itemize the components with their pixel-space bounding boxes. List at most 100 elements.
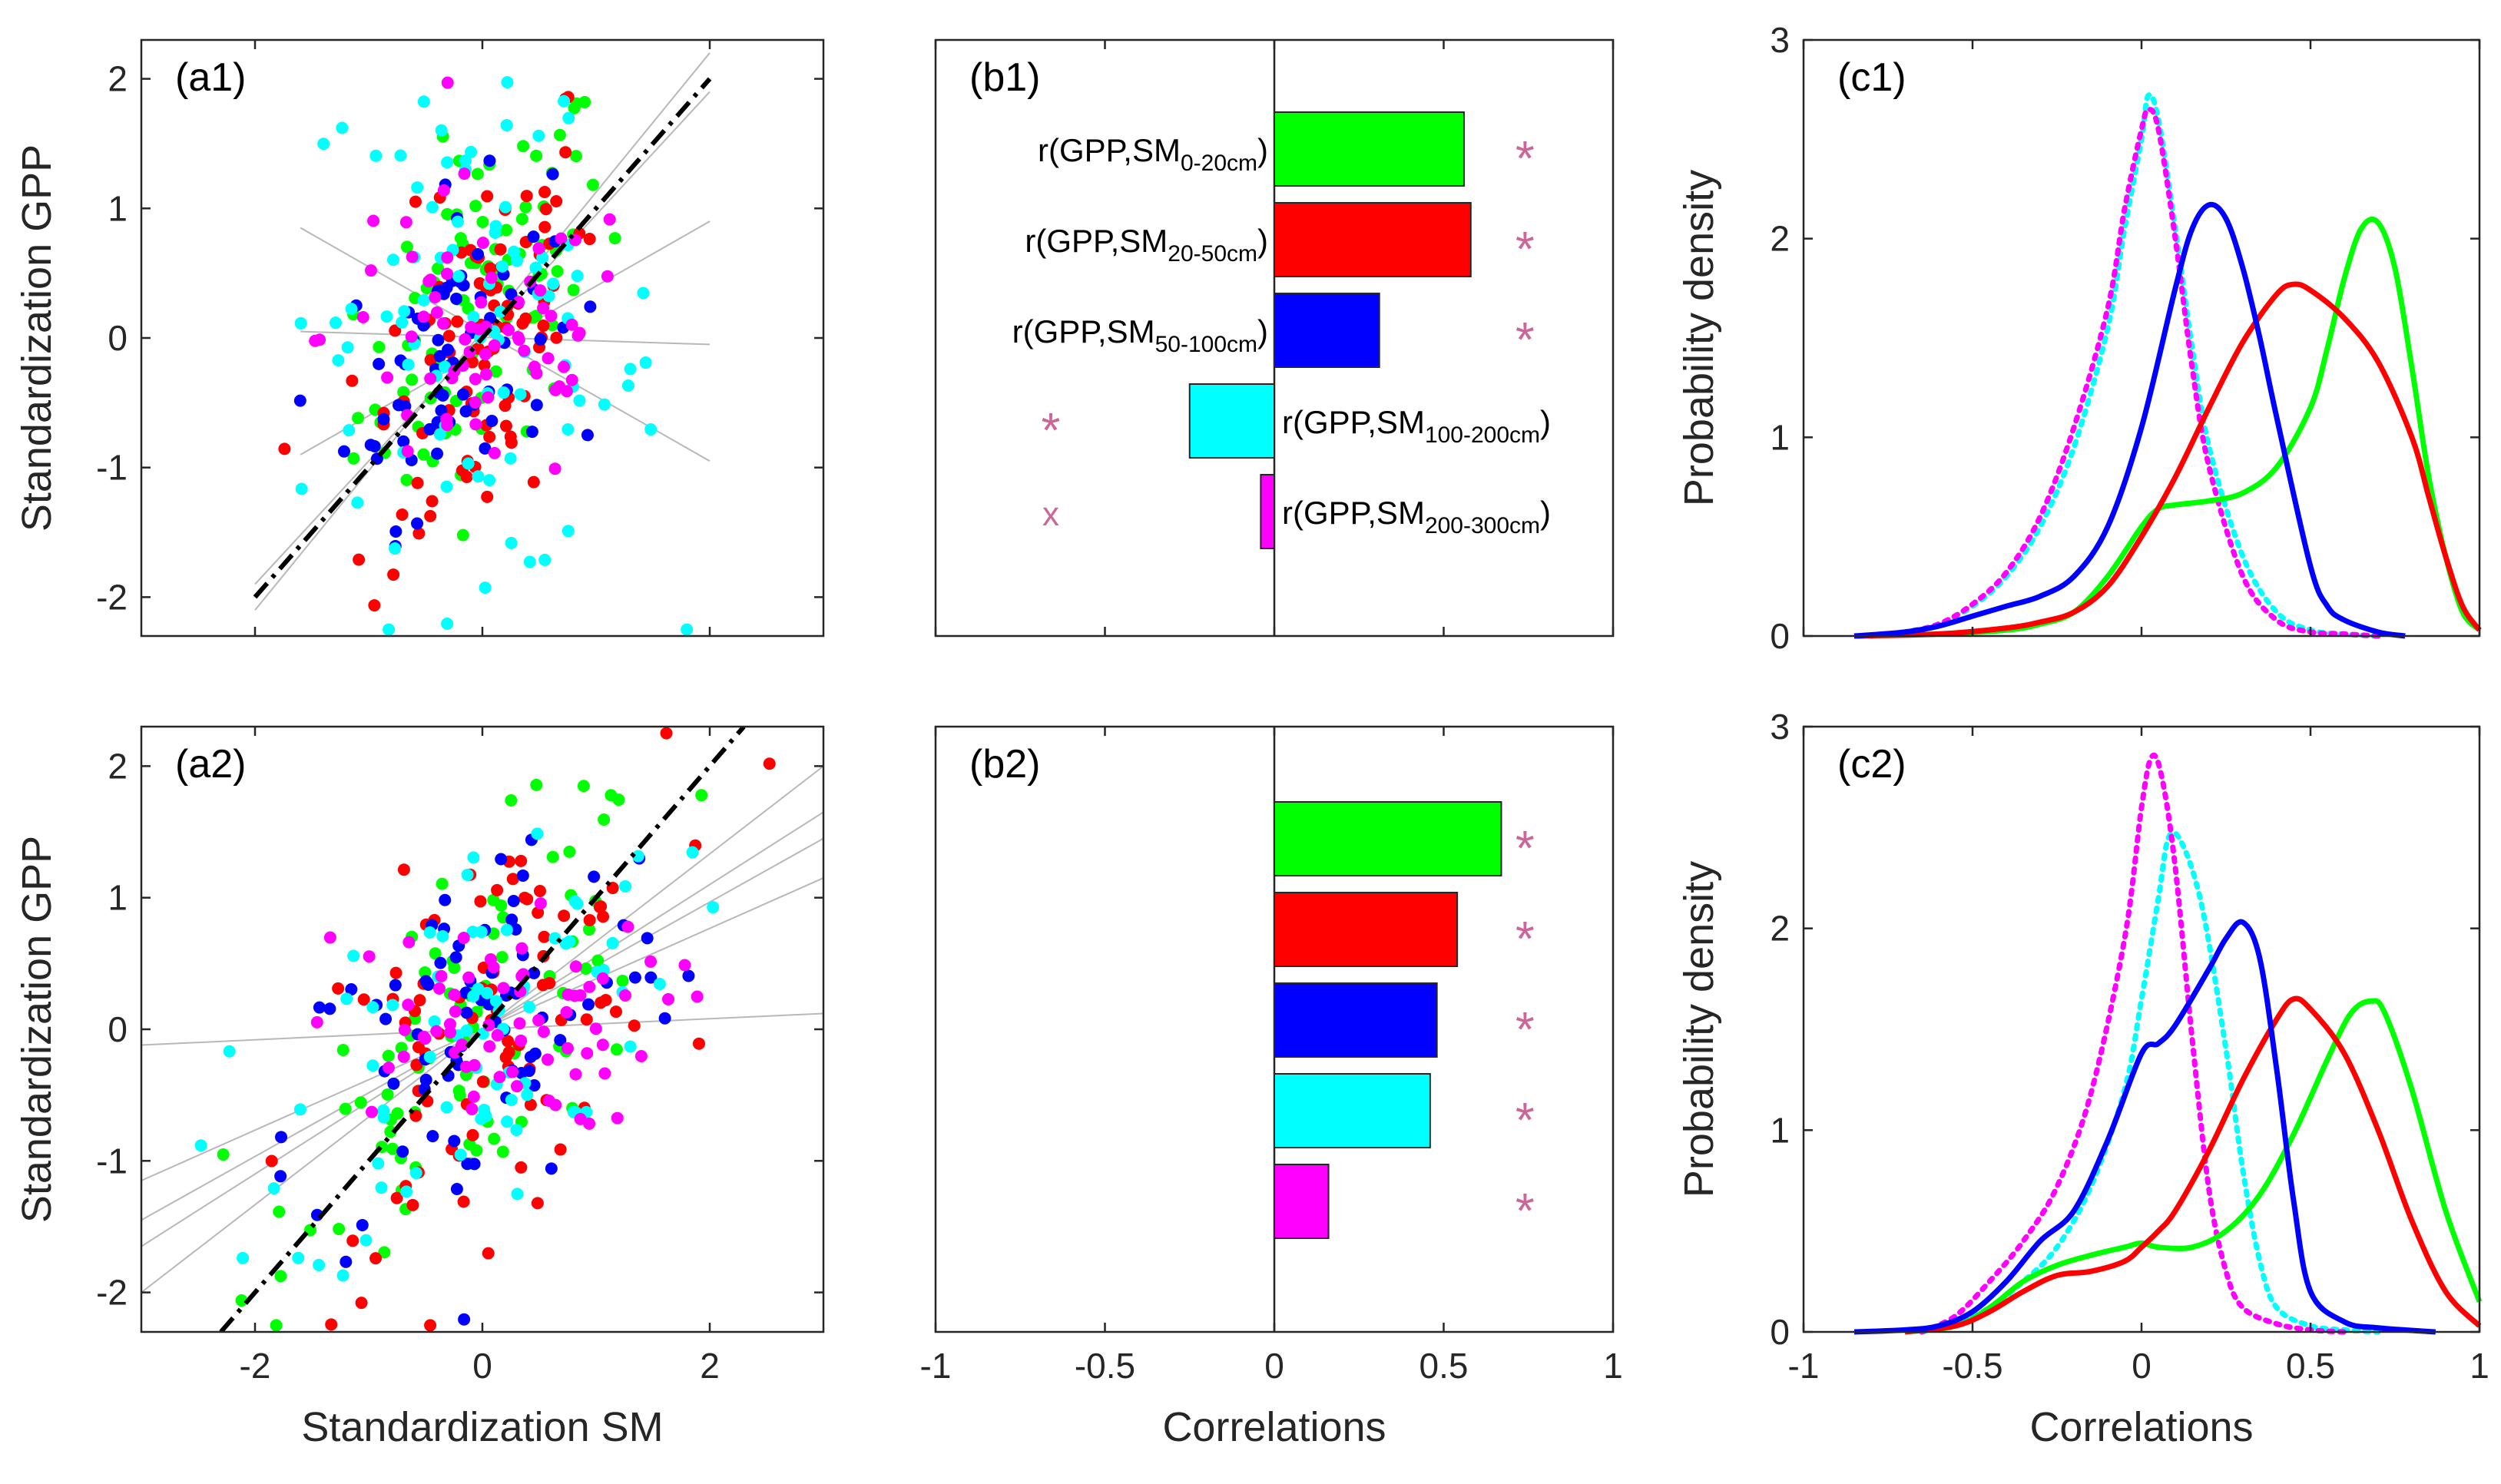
a2-point [410, 1058, 423, 1072]
a1-point [373, 340, 386, 353]
a1-point [494, 243, 507, 256]
a1-point [387, 568, 400, 581]
a2-point [545, 1162, 558, 1175]
a1-point [558, 94, 571, 108]
a1-point [456, 528, 469, 542]
c2-xlabel: Correlations [2029, 1404, 2253, 1450]
a2-point [496, 1145, 509, 1158]
a1-point [411, 517, 424, 530]
a2-point [460, 1006, 473, 1019]
c2-ylabel: Probability density [1676, 861, 1722, 1197]
a1-point [472, 248, 485, 261]
a2-ytick-label: 2 [108, 746, 128, 786]
a1-ytick-label: -2 [96, 577, 128, 617]
a2-point [484, 952, 497, 966]
a2-point [510, 1080, 523, 1093]
a1-point [465, 320, 478, 333]
a1-point [608, 232, 621, 245]
a2-point [354, 1096, 367, 1109]
a2-point [449, 951, 462, 964]
a1-point [373, 357, 386, 370]
a2-point [237, 1251, 250, 1264]
a2-point [323, 1002, 336, 1015]
a1-point [550, 194, 563, 207]
a2-point [424, 1319, 437, 1332]
a2-point [582, 998, 595, 1011]
a2-xtick-label: -2 [240, 1346, 271, 1386]
a2-point [691, 990, 704, 1003]
a2-point [530, 778, 543, 791]
a2-point [662, 992, 675, 1005]
a2-point [439, 893, 452, 906]
a1-point [530, 149, 543, 162]
a2-point [267, 1182, 280, 1195]
a1-point [424, 509, 437, 522]
a2-point [379, 1012, 393, 1025]
a2-point [345, 983, 358, 996]
c1-density-line [1868, 106, 2381, 639]
a2-point [375, 1181, 388, 1194]
a1-point [456, 388, 469, 401]
a1-point [431, 447, 444, 460]
a2-point [598, 813, 611, 826]
a1-point [409, 195, 422, 208]
c2-density-line [1919, 752, 2347, 1335]
a2-point [452, 1085, 465, 1098]
a2-point [273, 1205, 286, 1218]
b2-significance-star: * [1516, 911, 1535, 966]
a1-point [520, 190, 533, 203]
a2-point [521, 893, 534, 906]
a2-plot-area [141, 727, 823, 1332]
c2-xtick-label: -0.5 [1942, 1346, 2002, 1386]
a2-point [554, 1143, 567, 1156]
b1-bar-label: r(GPP,SM100-200cm) [1282, 404, 1551, 448]
a1-point [583, 233, 596, 246]
a1-point [561, 525, 575, 538]
a2-point [524, 1098, 537, 1111]
a1-point [546, 319, 559, 332]
a2-point [541, 1053, 554, 1066]
a1-point [467, 310, 480, 323]
a1-point [489, 365, 502, 378]
a2-point [458, 1313, 471, 1326]
a2-point [398, 1023, 411, 1036]
a1-point [482, 391, 495, 404]
a1-point [441, 156, 454, 169]
a2-point [235, 1294, 248, 1307]
a1-point [530, 399, 543, 412]
c1-ytick-label: 3 [1770, 20, 1790, 60]
a1-point [561, 423, 575, 436]
a2-point [275, 1131, 288, 1144]
a1-point [479, 368, 492, 381]
a2-point [611, 1111, 624, 1125]
a1-point [499, 419, 512, 432]
a2-point [516, 869, 529, 882]
panel-c2-density: 0 1 2 3 -1 -0.5 0 0.5 1 (c2) Probability density Co… [1676, 707, 2489, 1450]
a2-point [355, 1297, 368, 1310]
a2-point [491, 883, 504, 896]
a2-point [612, 793, 625, 807]
a1-point [417, 95, 430, 108]
a2-point [554, 1034, 567, 1047]
a1-point [483, 430, 496, 443]
panel-a2-scatter: -2 -1 0 1 2 -2 0 2 (a2) Standardization GPP Standa… [14, 725, 825, 1450]
a2-point [386, 1142, 399, 1155]
a1-point [565, 373, 578, 386]
a2-panel-label: (a2) [175, 742, 246, 787]
a1-point [512, 296, 525, 309]
a1-point [603, 213, 616, 226]
a1-point [278, 442, 291, 455]
a2-point [515, 1161, 528, 1174]
b1-bar [1274, 202, 1472, 277]
a1-point [402, 358, 415, 371]
a1-point [507, 245, 520, 258]
a2-point [440, 1101, 453, 1114]
b1-bar [1188, 383, 1275, 459]
a1-point [386, 253, 399, 267]
panel-b1-bars: * r(GPP,SM0-20cm) * r(GPP,SM20-50cm) * r(GPP,… [934, 38, 1615, 638]
a2-point [521, 1088, 534, 1101]
a1-point [460, 470, 473, 483]
a2-point [389, 979, 402, 992]
a2-point [409, 1167, 422, 1180]
a1-point [442, 343, 455, 356]
